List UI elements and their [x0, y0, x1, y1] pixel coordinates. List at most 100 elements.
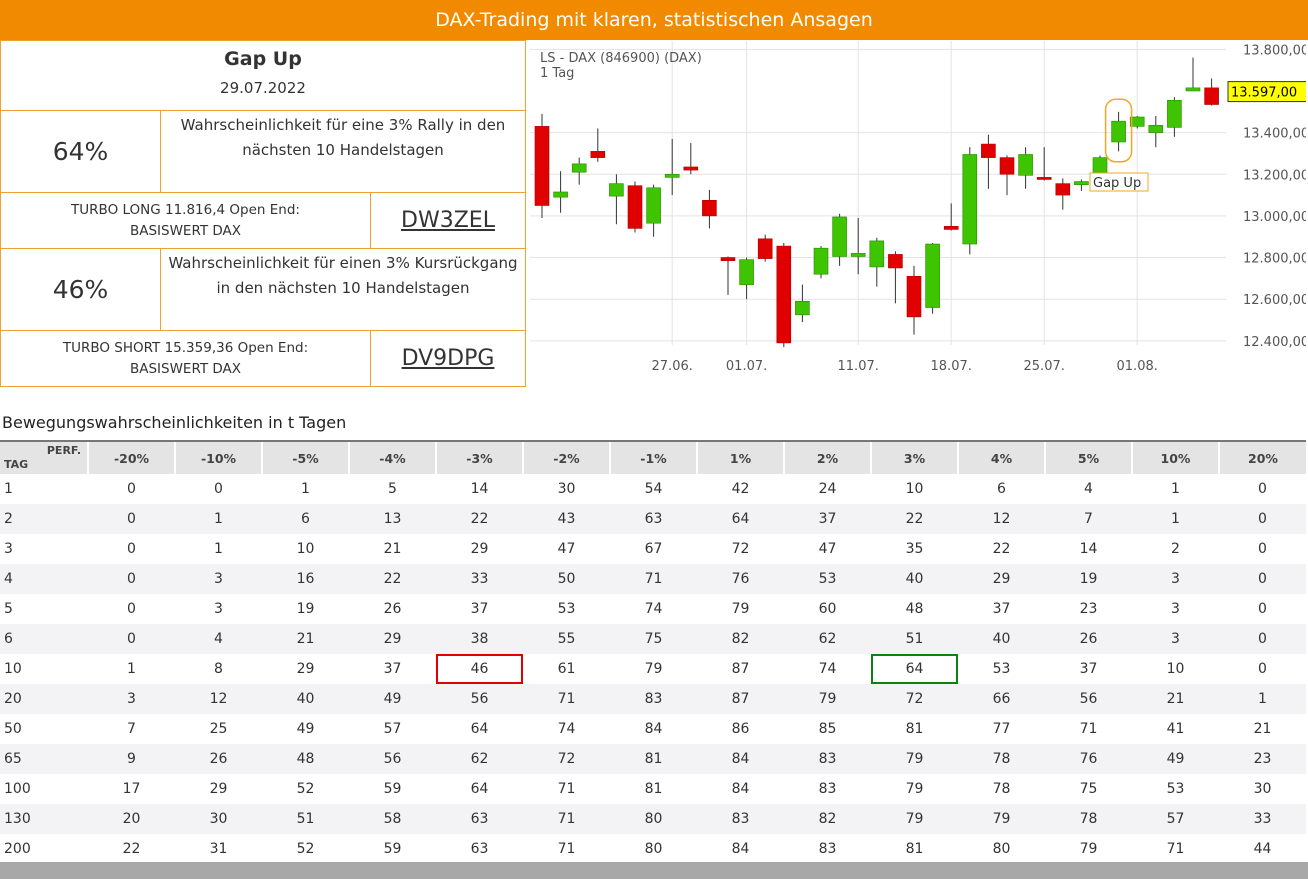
table-cell: 37	[1079, 661, 1098, 677]
table-cell: 1	[301, 481, 310, 497]
corner-perf: PERF.	[46, 444, 81, 457]
table-title: Bewegungswahrscheinlichkeiten in t Tagen	[2, 413, 347, 432]
table-cell: 23	[1219, 744, 1306, 774]
candle-body	[683, 166, 699, 171]
table-cell: 86	[731, 721, 750, 737]
table-cell: 17	[122, 781, 141, 797]
table-cell: 63	[470, 841, 489, 857]
table-row: 20 3 12 40 49 56 71 83 87 79 72 66 56 21 1	[0, 684, 1306, 714]
table-cell: 0	[127, 481, 136, 497]
table-cell: 79	[1079, 841, 1098, 857]
table-cell: 49	[349, 684, 436, 714]
column-header: -10%	[174, 440, 262, 474]
table-cell: 84	[731, 841, 750, 857]
signal-date: 29.07.2022	[220, 79, 306, 97]
table-row: 200 22 31 52 59 63 71 80 84 83 81 80 79 71 44	[0, 834, 1306, 864]
table-cell: 0	[1258, 661, 1267, 677]
table-cell: 76	[1045, 744, 1132, 774]
table-row: 65 9 26 48 56 62 72 81 84 83 79 78 76 49 23	[0, 744, 1306, 774]
table-cell: 79	[731, 601, 750, 617]
table-cell: 19	[1045, 564, 1132, 594]
table-cell: 3	[1132, 624, 1219, 654]
table-cell: 49	[1132, 744, 1219, 774]
column-header: -4%	[348, 440, 436, 474]
table-cell: 3	[175, 564, 262, 594]
table-row: 2 0 1 6 13 22 43 63 64 37 22 12 7 1 0	[0, 504, 1306, 534]
signal-title: Gap Up	[224, 48, 302, 70]
y-tick-label: 12.400,00	[1243, 335, 1306, 350]
last-price-box	[1227, 81, 1306, 103]
product-code[interactable]: DV9DPG	[401, 346, 495, 371]
probability: 64%	[0, 110, 161, 193]
table-row: 1 0 0 1 5 14 30 54 42 24 10 6 4 1 0	[0, 474, 1306, 504]
table-cell: 10	[296, 541, 315, 557]
table-cell: 83	[610, 684, 697, 714]
column-header: 3%	[870, 440, 958, 474]
table-cell: 0	[1219, 564, 1306, 594]
table-cell: 81	[610, 744, 697, 774]
day-cell: 4	[0, 564, 88, 594]
table-cell: 1	[175, 504, 262, 534]
signal-head: Gap Up 29.07.2022	[0, 40, 526, 111]
table-cell: 64	[470, 781, 489, 797]
table-cell: 14	[1079, 541, 1098, 557]
table-cell: 71	[557, 781, 576, 797]
table-cell: 51	[871, 624, 958, 654]
table-cell: 21	[1253, 721, 1272, 737]
candle-body	[1036, 177, 1052, 180]
table-cell: 64	[470, 721, 489, 737]
candle-body	[832, 216, 847, 257]
day-cell: 3	[4, 541, 13, 557]
table-cell: 41	[1166, 721, 1185, 737]
table-cell: 26	[175, 744, 262, 774]
table-cell: 71	[523, 804, 610, 834]
column-header: -20%	[87, 440, 175, 474]
table-row: 5 0 3 19 26 37 53 74 79 60 48 37 23 3 0	[0, 594, 1306, 624]
table-cell: 1	[1219, 684, 1306, 714]
table-cell: 60	[818, 601, 837, 617]
table-cell: 37	[784, 504, 871, 534]
probability-table: PERF. TAG -20% -10% -5% -4% -3% -2% -1% 1% 2% 3% 4% 5…	[0, 440, 1306, 864]
table-cell: 87	[731, 661, 750, 677]
table-cell: 22	[871, 504, 958, 534]
table-cell: 74	[644, 601, 663, 617]
table-cell: 79	[644, 661, 663, 677]
table-cell: 81	[905, 841, 924, 857]
day-cell: 20	[0, 684, 88, 714]
table-cell: 71	[1166, 841, 1185, 857]
table-cell: 53	[784, 564, 871, 594]
table-cell: 29	[209, 781, 228, 797]
table-cell: 9	[88, 744, 175, 774]
table-cell: 14	[470, 481, 489, 497]
table-cell: 37	[992, 601, 1011, 617]
probability: 46%	[0, 248, 161, 331]
table-cell: 21	[262, 624, 349, 654]
candle-body	[1092, 157, 1108, 175]
table-cell: 5	[388, 481, 397, 497]
candle-body	[888, 254, 903, 269]
table-cell: 50	[523, 564, 610, 594]
candle-body	[1167, 100, 1182, 128]
column-header: 10%	[1131, 440, 1219, 474]
candle-body	[590, 151, 606, 158]
table-cell: 30	[175, 804, 262, 834]
day-cell: 1	[4, 481, 13, 497]
table-row: 130 20 30 51 58 63 71 80 83 82 79 79 78 57 33	[0, 804, 1306, 834]
day-cell: 2	[0, 504, 88, 534]
day-cell: 10	[4, 661, 22, 677]
table-cell: 38	[436, 624, 523, 654]
table-cell: 52	[296, 781, 315, 797]
corner-tag: TAG	[4, 458, 29, 471]
chart-title: LS - DAX (846900) (DAX)	[540, 51, 702, 66]
table-cell: 57	[383, 721, 402, 737]
table-row: 6 0 4 21 29 38 55 75 82 62 51 40 26 3 0	[0, 624, 1306, 654]
table-cell: 26	[383, 601, 402, 617]
table-cell: 37	[470, 601, 489, 617]
table-cell: 22	[992, 541, 1011, 557]
x-tick-label: 01.07.	[726, 359, 767, 374]
product-code[interactable]: DW3ZEL	[401, 208, 495, 233]
table-cell: 12	[175, 684, 262, 714]
table-cell: 21	[383, 541, 402, 557]
candle-body	[739, 259, 754, 285]
day-cell: 200	[4, 841, 31, 857]
